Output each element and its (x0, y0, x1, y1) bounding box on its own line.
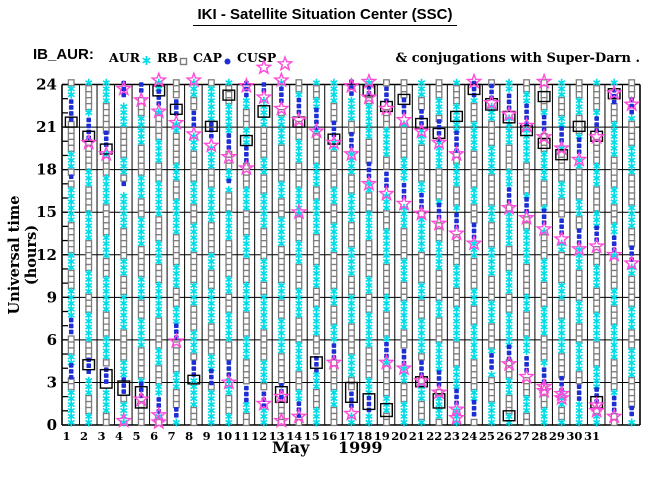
svg-text:22: 22 (426, 429, 442, 443)
svg-text:24: 24 (36, 76, 57, 94)
svg-text:12: 12 (36, 246, 57, 264)
svg-text:13: 13 (269, 429, 285, 443)
svg-text:21: 21 (36, 118, 57, 136)
legend-label-cusp: CUSP (237, 50, 277, 65)
svg-text:23: 23 (444, 429, 460, 443)
svg-text:2: 2 (80, 429, 88, 443)
svg-text:3: 3 (98, 429, 106, 443)
svg-text:6: 6 (47, 331, 57, 349)
svg-text:15: 15 (304, 429, 320, 443)
legend: AUR RB CAP CUSP (109, 50, 298, 72)
legend-item-aur: AUR (109, 50, 155, 67)
x-axis-year-label: 1999 (338, 438, 383, 457)
svg-text:7: 7 (168, 429, 176, 443)
legend-item-rb: RB (157, 50, 191, 67)
markers-layer (67, 77, 636, 428)
svg-text:20: 20 (391, 429, 407, 443)
svg-text:9: 9 (203, 429, 211, 443)
svg-text:30: 30 (566, 429, 582, 443)
svg-text:16: 16 (321, 429, 337, 443)
svg-text:24: 24 (461, 429, 477, 443)
svg-text:31: 31 (584, 429, 600, 443)
svg-text:3: 3 (47, 373, 57, 391)
legend-label-aur: AUR (109, 50, 140, 65)
svg-text:25: 25 (479, 429, 495, 443)
magenta-star-icon (276, 54, 294, 72)
svg-text:10: 10 (216, 429, 232, 443)
svg-text:27: 27 (514, 429, 530, 443)
svg-text:1: 1 (62, 429, 70, 443)
svg-text:12: 12 (251, 429, 267, 443)
cyan-asterisk-icon (142, 56, 151, 65)
legend-label-rb: RB (157, 50, 178, 65)
svg-text:19: 19 (374, 429, 390, 443)
legend-item-cap: CAP (193, 50, 235, 67)
svg-text:18: 18 (356, 429, 372, 443)
svg-text:8: 8 (185, 429, 193, 443)
svg-text:18: 18 (36, 161, 57, 179)
gray-square-icon (179, 57, 188, 66)
svg-text:6: 6 (150, 429, 158, 443)
svg-text:14: 14 (286, 429, 302, 443)
svg-text:9: 9 (47, 288, 57, 306)
svg-text:28: 28 (531, 429, 547, 443)
svg-text:21: 21 (409, 429, 425, 443)
x-axis-month-label: May (272, 438, 310, 457)
svg-text:29: 29 (549, 429, 565, 443)
blue-dot-icon (224, 58, 231, 65)
legend-item-cusp: CUSP (237, 50, 296, 72)
svg-text:17: 17 (339, 429, 355, 443)
svg-text:4: 4 (115, 429, 123, 443)
conjugations-note: & conjugations with Super-Darn . (395, 51, 641, 66)
svg-text:5: 5 (133, 429, 141, 443)
page-title: IKI - Satellite Situation Center (SSC) (0, 6, 650, 26)
svg-text:15: 15 (36, 203, 57, 221)
svg-text:0: 0 (47, 416, 57, 434)
svg-text:26: 26 (496, 429, 512, 443)
legend-prefix-label: IB_AUR: (33, 46, 94, 63)
svg-text:11: 11 (234, 429, 250, 443)
legend-label-cap: CAP (192, 50, 223, 65)
